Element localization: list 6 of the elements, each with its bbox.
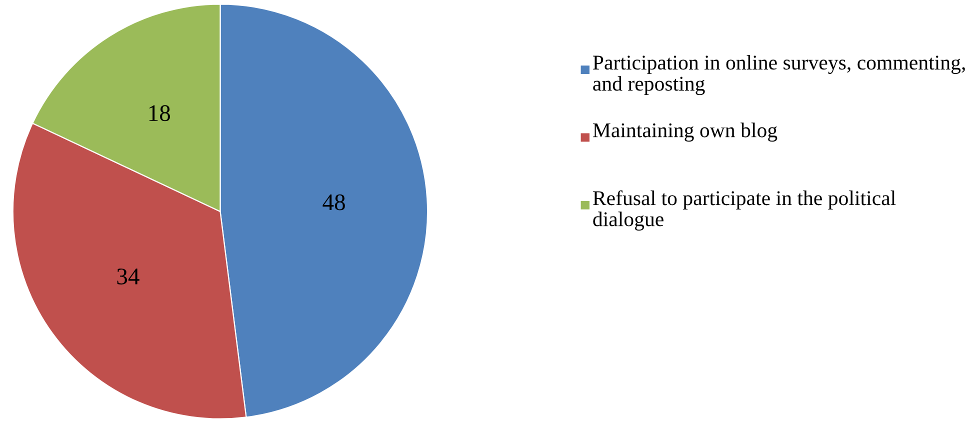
legend-label: Refusal to participate in the political dialogue [593,190,896,231]
data-label: 48 [322,194,345,210]
legend-label: Participation in online surveys, commenting, and reposting [593,54,965,96]
data-label: 34 [117,268,140,284]
data-label: 18 [149,105,170,122]
legend-label: Maintaining own blog [593,122,778,142]
